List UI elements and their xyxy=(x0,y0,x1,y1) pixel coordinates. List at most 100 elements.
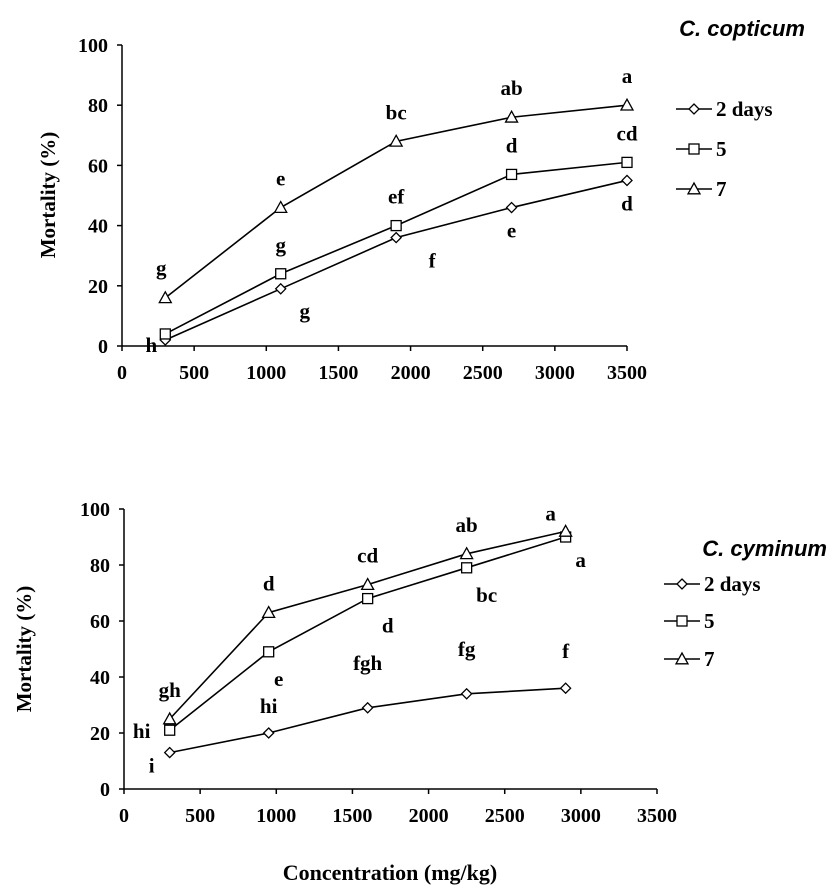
legend-label: 5 xyxy=(716,137,727,161)
x-tick-label: 3500 xyxy=(637,805,677,827)
data-point-marker xyxy=(360,577,375,591)
data-point-marker xyxy=(159,328,171,340)
significance-letter: fgh xyxy=(353,651,382,675)
legend-marker xyxy=(688,103,700,115)
significance-letter: ef xyxy=(388,185,405,209)
legend-marker xyxy=(688,143,700,155)
y-tick-label: 80 xyxy=(90,555,110,577)
y-tick-label: 60 xyxy=(90,611,110,633)
x-tick-label: 2000 xyxy=(409,805,449,827)
data-point-marker xyxy=(274,282,287,295)
y-tick-label: 40 xyxy=(88,216,108,238)
significance-letter: e xyxy=(274,667,283,691)
data-point-marker xyxy=(558,524,573,537)
data-point-marker xyxy=(262,727,275,739)
x-tick-label: 1000 xyxy=(246,362,286,384)
legend-entry: 7 xyxy=(676,177,727,201)
chart-title: C. copticum xyxy=(679,16,805,41)
significance-letter: cd xyxy=(357,544,378,568)
legend-label: 7 xyxy=(704,647,715,671)
y-tick-label: 0 xyxy=(98,336,108,358)
data-point-marker xyxy=(263,646,275,658)
chart-title: C. cyminum xyxy=(702,536,827,561)
data-point-marker xyxy=(621,156,633,169)
x-tick-label: 2500 xyxy=(463,362,503,384)
data-point-marker xyxy=(362,592,374,605)
data-point-marker xyxy=(505,201,518,214)
x-tick-label: 500 xyxy=(185,805,215,827)
data-point-marker xyxy=(162,711,177,725)
legend-label: 5 xyxy=(704,609,715,633)
x-tick-label: 0 xyxy=(119,805,129,827)
significance-letter: a xyxy=(622,64,633,88)
significance-letter: ab xyxy=(500,76,522,100)
x-axis-label: Concentration (mg/kg) xyxy=(283,860,497,885)
x-tick-label: 3000 xyxy=(535,362,575,384)
significance-letter: d xyxy=(506,133,518,157)
significance-letter: a xyxy=(545,501,556,525)
x-tick-label: 1500 xyxy=(318,362,358,384)
significance-letter: cd xyxy=(617,121,638,145)
significance-letter: d xyxy=(621,191,633,215)
data-point-marker xyxy=(361,701,374,714)
data-point-marker xyxy=(460,687,473,700)
y-axis-label: Mortality (%) xyxy=(36,132,60,259)
series-line xyxy=(169,687,566,754)
legend-marker xyxy=(674,651,690,665)
x-tick-label: 3500 xyxy=(607,362,647,384)
data-point-marker xyxy=(559,682,572,695)
legend-label: 7 xyxy=(716,177,727,201)
legend-entry: 5 xyxy=(676,137,727,161)
significance-letter: e xyxy=(276,167,285,191)
data-point-marker xyxy=(459,546,474,560)
significance-letter: f xyxy=(429,249,437,273)
data-point-marker xyxy=(273,200,288,213)
legend-label: 2 days xyxy=(704,572,761,596)
significance-letter: i xyxy=(149,754,155,778)
significance-letter: g xyxy=(299,299,310,323)
data-point-marker xyxy=(621,174,633,187)
significance-letter: f xyxy=(562,639,570,663)
y-tick-label: 80 xyxy=(88,95,108,117)
significance-letter: a xyxy=(575,548,586,572)
data-point-marker xyxy=(261,605,276,619)
legend-entry: 5 xyxy=(664,609,715,633)
significance-letter: ab xyxy=(456,513,478,537)
legend-label: 2 days xyxy=(716,97,773,121)
significance-letter: h xyxy=(145,333,157,357)
significance-letter: hi xyxy=(133,719,151,743)
data-point-marker xyxy=(505,168,518,181)
y-tick-label: 60 xyxy=(88,155,108,177)
series-square: hi e d bc a xyxy=(133,531,586,743)
significance-letter: fg xyxy=(458,637,476,661)
data-point-marker xyxy=(164,724,176,736)
x-tick-label: 500 xyxy=(179,362,209,384)
y-tick-label: 40 xyxy=(90,667,110,689)
y-tick-label: 100 xyxy=(78,35,108,57)
significance-letter: g xyxy=(156,256,167,280)
x-tick-label: 2000 xyxy=(391,362,431,384)
legend-marker xyxy=(676,615,688,627)
legend-entry: 2 days xyxy=(676,97,773,121)
y-tick-label: 20 xyxy=(90,723,110,745)
significance-letter: gh xyxy=(159,678,182,702)
legend-entry: 2 days xyxy=(664,572,761,596)
series-triangle: gh d cd ab a xyxy=(159,501,573,725)
significance-letter: d xyxy=(382,614,394,638)
data-point-marker xyxy=(389,133,404,147)
series-diamond: i hi fgh fg f xyxy=(149,637,572,778)
data-point-marker xyxy=(158,290,173,304)
y-tick-label: 0 xyxy=(100,779,110,801)
x-tick-label: 3000 xyxy=(561,805,601,827)
x-tick-label: 2500 xyxy=(485,805,525,827)
data-point-marker xyxy=(504,109,519,123)
significance-letter: d xyxy=(263,572,275,596)
significance-letter: bc xyxy=(476,583,497,607)
data-point-marker xyxy=(390,231,403,244)
legend-entry: 7 xyxy=(664,647,715,671)
series-triangle: g e bc ab a xyxy=(156,64,635,304)
